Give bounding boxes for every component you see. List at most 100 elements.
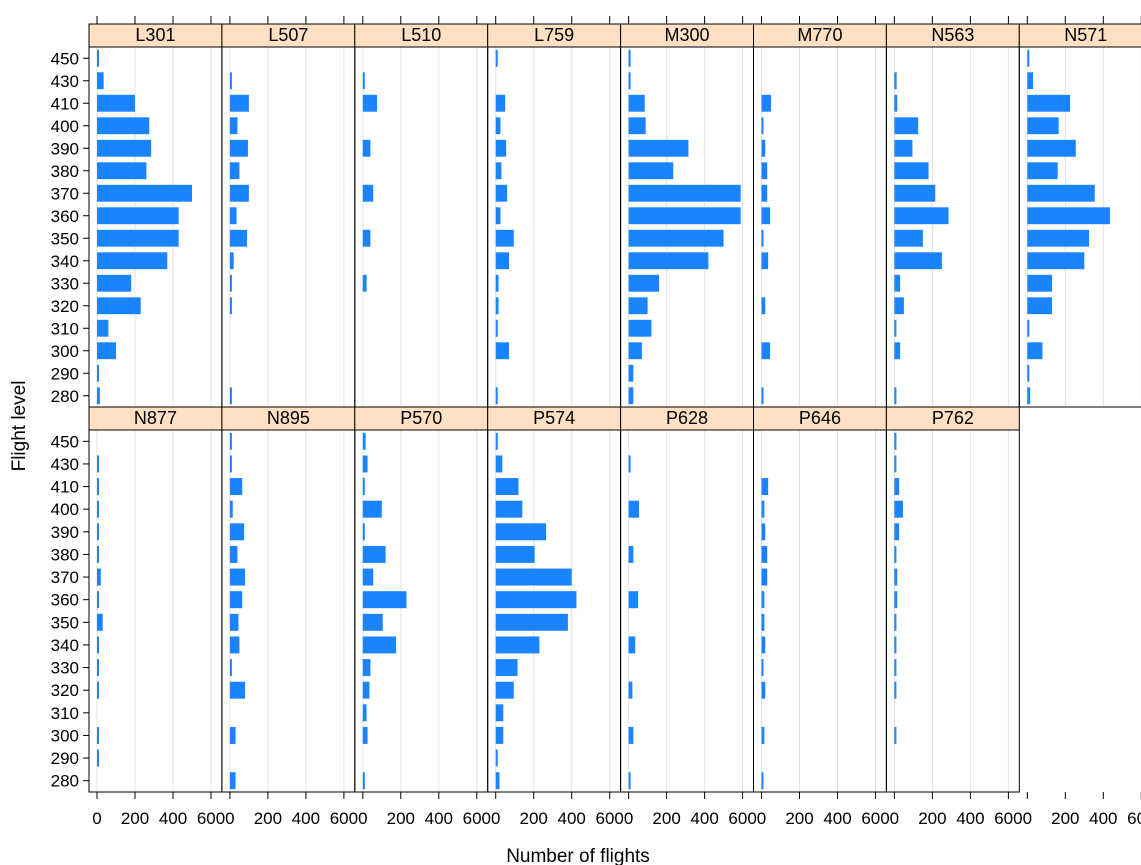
y-tick-label: 380	[51, 545, 79, 564]
bar	[628, 545, 634, 563]
bar	[894, 681, 897, 699]
bar	[97, 455, 99, 473]
bar	[495, 162, 502, 180]
bar	[761, 568, 768, 586]
bar	[97, 478, 99, 496]
bar	[628, 184, 741, 202]
bar	[1027, 342, 1043, 360]
x-tick-label: 600	[728, 809, 756, 828]
bar	[1027, 139, 1076, 157]
y-tick-label: 400	[51, 500, 79, 519]
y-tick-label: 370	[51, 184, 79, 203]
panel-l507: L507	[221, 16, 356, 408]
panel-border	[885, 46, 1020, 408]
bar	[1027, 319, 1030, 337]
bar	[362, 139, 371, 157]
y-tick-label: 360	[51, 591, 79, 610]
bar	[97, 726, 99, 744]
bar	[761, 94, 771, 112]
bar	[761, 229, 764, 247]
bar	[229, 117, 238, 135]
bar	[229, 772, 236, 790]
x-tick-label: 400	[558, 809, 586, 828]
bar	[229, 659, 232, 677]
panel-title: L301	[135, 25, 175, 45]
bar	[1027, 184, 1095, 202]
bar	[1027, 49, 1030, 67]
bar	[761, 162, 768, 180]
y-tick-label: 430	[51, 72, 79, 91]
x-tick-label: 600	[1127, 809, 1141, 828]
x-tick-label: 200	[1051, 809, 1079, 828]
bar	[362, 772, 365, 790]
bar	[97, 681, 99, 699]
bar	[97, 749, 99, 767]
bar	[495, 568, 572, 586]
bar	[97, 591, 99, 609]
bar	[628, 772, 631, 790]
bar	[761, 184, 768, 202]
bar	[495, 545, 535, 563]
bar	[229, 72, 232, 90]
bar	[495, 478, 519, 496]
bar	[628, 274, 659, 292]
y-tick-label: 290	[51, 749, 79, 768]
bar	[495, 184, 508, 202]
bar	[761, 500, 765, 518]
y-tick-label: 290	[51, 364, 79, 383]
panel-border	[753, 429, 887, 793]
panel-p628: P628	[620, 406, 754, 793]
bar	[495, 252, 509, 270]
bar	[229, 229, 247, 247]
panel-p574: P574	[487, 406, 622, 793]
bar	[628, 500, 640, 518]
panel-title: P762	[932, 408, 974, 428]
bar	[97, 545, 99, 563]
bar	[628, 319, 652, 337]
bar	[761, 342, 771, 360]
x-tick-label: 0	[491, 809, 500, 828]
bar	[761, 591, 765, 609]
x-tick-label: 400	[690, 809, 718, 828]
y-tick-label: 360	[51, 207, 79, 226]
bar	[229, 184, 249, 202]
panel-title: P646	[799, 408, 841, 428]
bar	[362, 726, 368, 744]
panel-title: P574	[533, 408, 575, 428]
panel-title: P628	[666, 408, 708, 428]
bar	[97, 229, 179, 247]
bar	[362, 94, 378, 112]
bar	[97, 94, 135, 112]
bar	[495, 229, 514, 247]
panel-title: M300	[665, 25, 710, 45]
bar	[495, 94, 506, 112]
x-tick-label: 0	[358, 809, 367, 828]
bar	[894, 726, 897, 744]
panel-title: L510	[401, 25, 441, 45]
bar	[362, 523, 365, 541]
panel-border	[88, 429, 223, 793]
bar	[362, 432, 366, 450]
bar	[628, 139, 689, 157]
bar	[495, 117, 501, 135]
bar	[628, 229, 724, 247]
y-axis: 280 290 300 310 320 330 340 350 360 370 380 390 400 4…	[51, 49, 89, 791]
bar	[1027, 297, 1052, 315]
bar	[894, 117, 919, 135]
bar	[362, 500, 382, 518]
y-tick-label: 430	[51, 455, 79, 474]
bar	[362, 613, 383, 631]
bar	[97, 117, 150, 135]
bar	[894, 568, 898, 586]
bar	[761, 681, 766, 699]
x-tick-label: 0	[757, 809, 766, 828]
bar	[628, 117, 646, 135]
bar	[229, 478, 243, 496]
bar	[761, 772, 764, 790]
bar	[97, 297, 141, 315]
bar	[628, 681, 633, 699]
bar	[97, 364, 99, 382]
bar	[97, 659, 99, 677]
bar	[97, 72, 104, 90]
